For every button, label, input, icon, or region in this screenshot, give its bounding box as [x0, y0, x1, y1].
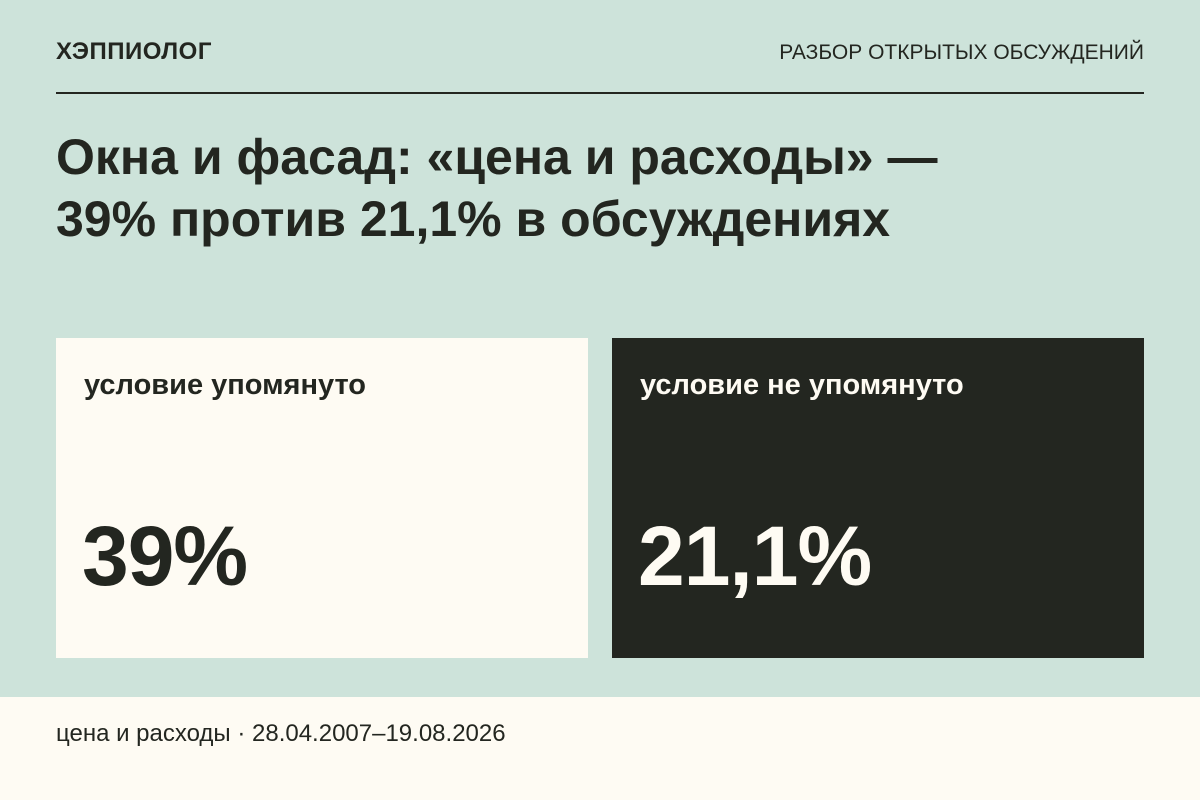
stat-card-not-mentioned: условие не упомянуто 21,1%	[612, 338, 1144, 658]
page-title-line-2: 39% против 21,1% в обсуждениях	[56, 191, 891, 247]
brand-logo-text: ХЭППИОЛОГ	[56, 38, 212, 65]
stat-card-value: 21,1%	[638, 509, 872, 603]
stat-card-label: условие не упомянуто	[640, 369, 964, 401]
header-divider	[56, 92, 1144, 94]
footer-caption: цена и расходы · 28.04.2007–19.08.2026	[56, 720, 506, 747]
section-label: РАЗБОР ОТКРЫТЫХ ОБСУЖДЕНИЙ	[779, 41, 1144, 64]
stat-card-label: условие упомянуто	[84, 369, 367, 401]
stat-card-mentioned: условие упомянуто 39%	[56, 338, 588, 658]
page-title-line-1: Окна и фасад: «цена и расходы» —	[56, 129, 938, 185]
stat-card-value: 39%	[82, 509, 248, 603]
footer: цена и расходы · 28.04.2007–19.08.2026	[0, 697, 1200, 800]
page-title: Окна и фасад: «цена и расходы» — 39% про…	[56, 126, 1144, 250]
